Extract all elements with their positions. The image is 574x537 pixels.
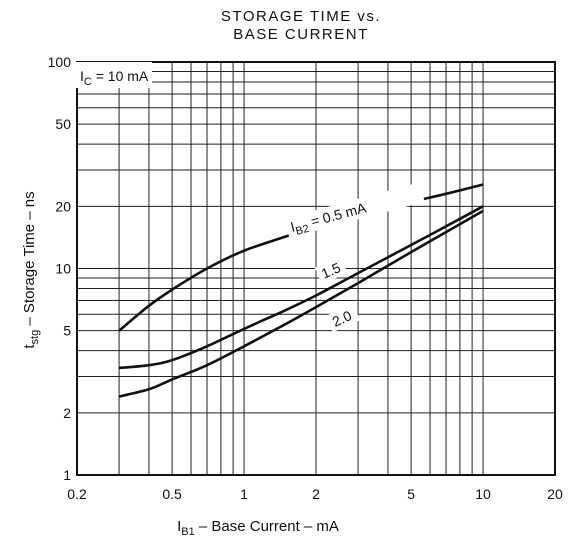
series-label-1.5: 1.5 [314,256,348,285]
y-tick-label: 1 [63,467,71,483]
y-tick-label: 20 [55,198,71,214]
series-line-1.5 [118,205,484,370]
x-tick-label: 2 [312,486,320,502]
condition-text: = 10 mA [92,68,149,84]
y-axis-subscript: stg [29,330,41,345]
condition-label: IC = 10 mA [80,68,149,88]
y-tick-label: 5 [63,323,71,339]
condition-label-background [76,62,152,88]
condition-subscript: C [84,76,92,88]
ib2-symbol: I [289,218,297,234]
x-tick-label: 5 [407,486,415,502]
y-tick-label: 2 [63,405,71,421]
chart-title-line2: BASE CURRENT [233,26,369,43]
y-axis-label: tstg – Storage Time – ns [21,191,41,348]
series-label-1.5-text: 1.5 [319,259,343,282]
ib2-subscript: B2 [294,223,310,238]
x-tick-label: 10 [475,486,491,502]
chart-title-line1: STORAGE TIME vs. [220,8,382,25]
series-label-0.5: IB2 = 0.5 mA [284,182,425,238]
tick-labels: 0.2 0.5 1 2 5 10 20 1 2 5 10 20 50 100 [48,54,563,502]
y-tick-label: 100 [48,54,72,70]
y-tick-label: 10 [55,261,71,277]
y-axis-text: – Storage Time – ns [21,191,38,329]
x-tick-label: 0.2 [67,486,87,502]
series-label-1.5-background [314,256,348,285]
series-label-2.0-text: 2.0 [330,307,354,330]
x-axis-subscript: B1 [181,526,194,537]
y-tick-label: 50 [55,116,71,132]
x-axis-symbol: I [177,518,181,535]
x-tick-label: 1 [240,486,248,502]
plot-frame [76,61,556,476]
series-label-0.5-background [284,182,425,238]
condition-symbol: I [80,68,84,84]
y-axis-symbol: t [21,344,38,349]
ib2-value: = 0.5 mA [305,199,368,230]
series-label-2.0: 2.0 [325,303,361,333]
x-axis-text: – Base Current – mA [195,518,339,535]
x-axis-label: IB1 – Base Current – mA [177,518,339,537]
series-line-2.0 [118,209,484,398]
x-tick-label: 20 [547,486,563,502]
series-label-2.0-background [325,303,361,333]
x-tick-label: 0.5 [162,486,182,502]
